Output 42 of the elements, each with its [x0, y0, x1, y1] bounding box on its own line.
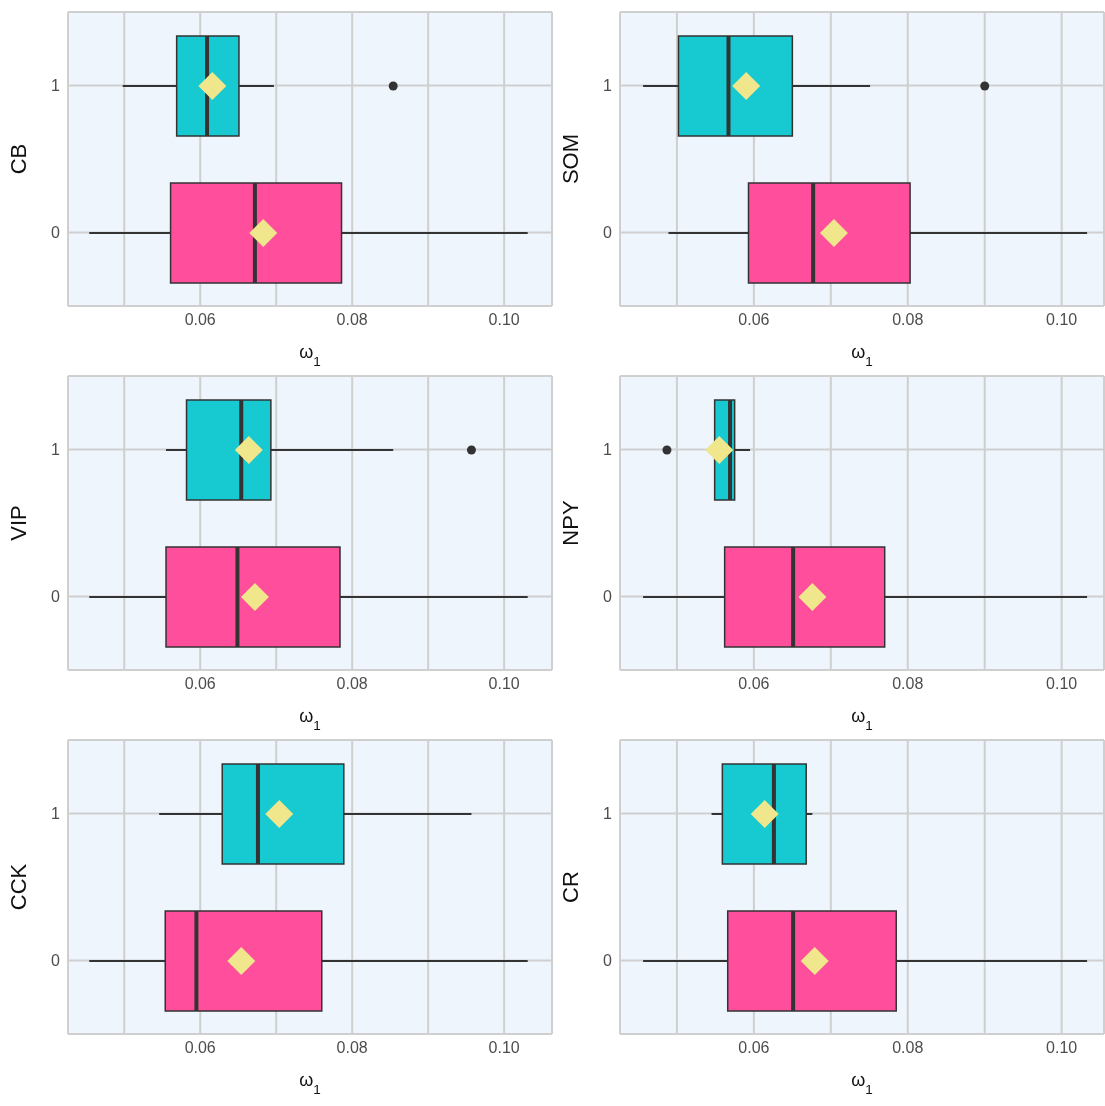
x-tick-label: 0.06: [184, 675, 216, 693]
x-tick-label: 0.06: [184, 311, 216, 329]
y-tick-label: 1: [51, 805, 61, 823]
y-tick-label: 0: [603, 952, 613, 970]
x-tick-label: 0.10: [1046, 1039, 1078, 1057]
x-axis-title: ω$_{1}$: [299, 706, 321, 733]
y-tick-label: 0: [51, 952, 61, 970]
y-tick-label: 0: [51, 588, 61, 606]
x-tick-label: 0.08: [892, 675, 924, 693]
x-tick-label: 0.10: [488, 675, 520, 693]
x-tick-label: 0.10: [1046, 675, 1078, 693]
x-tick-label: 0.08: [892, 311, 924, 329]
x-axis-title: ω$_{1}$: [299, 342, 321, 369]
x-tick-label: 0.08: [892, 1039, 924, 1057]
y-tick-label: 1: [603, 805, 613, 823]
x-tick-label: 0.08: [336, 675, 368, 693]
x-tick-label: 0.06: [738, 675, 770, 693]
y-axis-title: CCK: [5, 863, 31, 911]
x-tick-label: 0.06: [738, 311, 770, 329]
y-axis-title: NPY: [557, 500, 583, 546]
y-axis-title: CB: [5, 143, 31, 175]
y-tick-label: 0: [603, 588, 613, 606]
x-axis-title: ω$_{1}$: [299, 1070, 321, 1097]
x-tick-label: 0.10: [488, 311, 520, 329]
y-axis-title: SOM: [557, 133, 583, 185]
y-tick-label: 1: [603, 77, 613, 95]
y-tick-label: 0: [51, 224, 61, 242]
y-tick-label: 1: [51, 77, 61, 95]
y-axis-title: VIP: [5, 505, 31, 541]
x-axis-title: ω$_{1}$: [851, 1070, 873, 1097]
y-tick-label: 0: [603, 224, 613, 242]
x-tick-label: 0.06: [184, 1039, 216, 1057]
y-tick-label: 1: [51, 441, 61, 459]
x-tick-label: 0.08: [336, 1039, 368, 1057]
x-tick-label: 0.06: [738, 1039, 770, 1057]
x-tick-label: 0.10: [488, 1039, 520, 1057]
x-tick-label: 0.08: [336, 311, 368, 329]
y-axis-title: CR: [557, 871, 583, 903]
x-axis-title: ω$_{1}$: [851, 706, 873, 733]
x-tick-label: 0.10: [1046, 311, 1078, 329]
y-tick-label: 1: [603, 441, 613, 459]
x-axis-title: ω$_{1}$: [851, 342, 873, 369]
